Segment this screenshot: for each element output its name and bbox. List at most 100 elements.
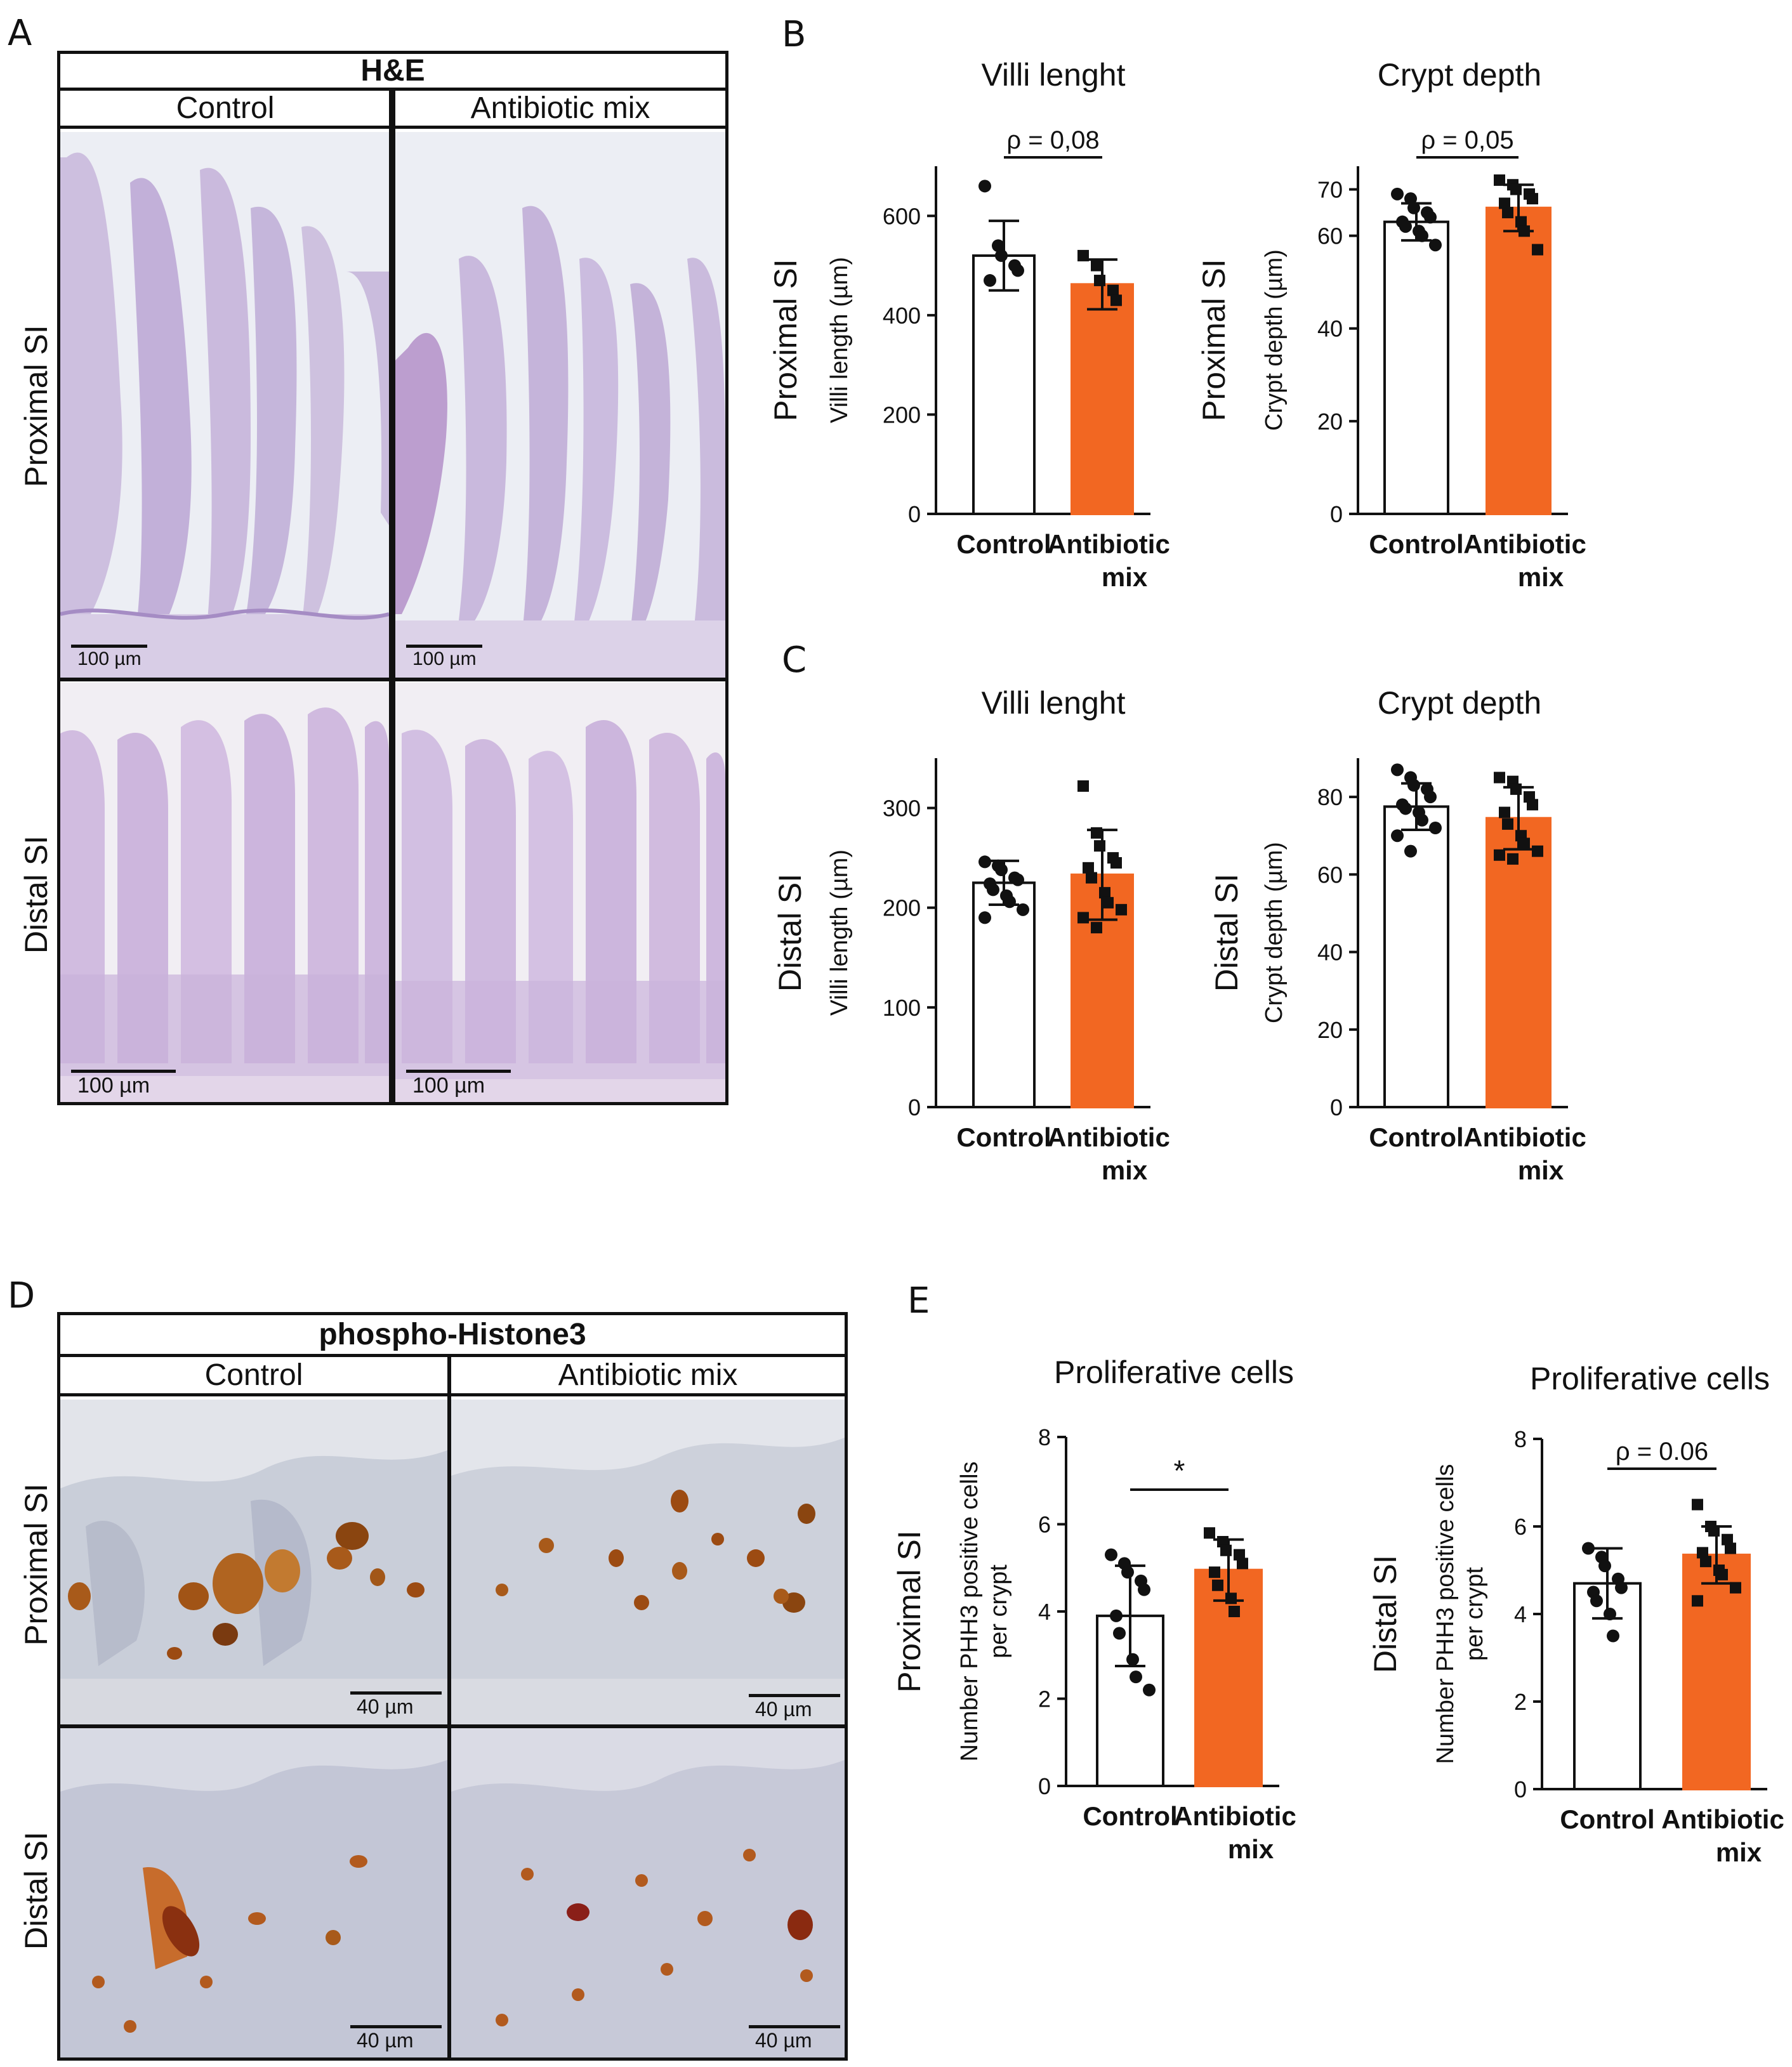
chart-e1-row-label: Proximal SI: [892, 1530, 927, 1693]
chart-c1-point-antibiotic: [1077, 780, 1089, 792]
chart-e2-y-axis-label: Number PHH3 positive cells: [1432, 1464, 1459, 1764]
chart-b2-row-label: Proximal SI: [1196, 259, 1232, 421]
chart-e2-category-label: Control: [1560, 1804, 1654, 1834]
chart-e2-point-control: [1615, 1581, 1628, 1594]
chart-e1-category-label: mix: [1228, 1834, 1274, 1864]
panel-letter-c: C: [782, 640, 807, 681]
chart-e2-significance-label: ρ = 0.06: [1616, 1438, 1708, 1466]
chart-c2-point-control: [1407, 778, 1420, 792]
chart-c2-y-tick-label: 60: [1317, 862, 1343, 888]
chart-c2-point-control: [1391, 763, 1404, 777]
panel-letter-b: B: [782, 14, 807, 55]
chart-c1-point-control: [1011, 873, 1024, 886]
chart-c2-point-antibiotic: [1515, 830, 1527, 842]
chart-b2-y-tick-label: 40: [1317, 316, 1343, 342]
chart-b2-point-control: [1424, 211, 1437, 224]
chart-b2-significance-label: ρ = 0,05: [1421, 126, 1513, 154]
chart-c2-point-antibiotic: [1494, 771, 1505, 784]
he-image-distal-antibiotic: [395, 683, 725, 1102]
chart-e2-point-antibiotic: [1716, 1568, 1728, 1580]
chart-e2-point-antibiotic: [1722, 1533, 1733, 1545]
chart-c2-title: Crypt depth: [1378, 685, 1541, 721]
chart-c2-point-control: [1399, 802, 1412, 815]
chart-e1-point-antibiotic: [1209, 1566, 1220, 1578]
chart-e1-point-control: [1113, 1627, 1126, 1640]
chart-b1-y-tick-label: 200: [883, 402, 921, 428]
chart-e1-category-label: Antibiotic: [1173, 1801, 1296, 1831]
ihc-row-label-distal: Distal SI: [18, 1831, 54, 1950]
chart-e1-point-antibiotic: [1225, 1592, 1237, 1604]
chart-c2-point-control: [1413, 806, 1425, 819]
chart-e2-bar-control: [1573, 1582, 1642, 1790]
chart-e2-y-axis-label: per crypt: [1461, 1567, 1488, 1661]
chart-c2-category-label: Antibiotic: [1463, 1122, 1586, 1152]
chart-e2-point-control: [1587, 1585, 1600, 1599]
chart-c1-point-antibiotic: [1091, 827, 1102, 839]
chart-c2-y-tick-label: 20: [1317, 1017, 1343, 1043]
chart-b2-point-antibiotic: [1527, 193, 1538, 205]
chart-e2-bar-antibiotic: [1682, 1553, 1751, 1791]
chart-e2-point-control: [1598, 1559, 1611, 1573]
chart-b2-point-antibiotic: [1515, 216, 1527, 228]
chart-c1-y-tick-label: 300: [883, 796, 921, 822]
chart-b2-point-antibiotic: [1510, 183, 1522, 195]
chart-c2-point-control: [1429, 822, 1442, 834]
chart-e2-point-control: [1595, 1551, 1608, 1564]
chart-b1-category-label: Control: [956, 529, 1051, 559]
chart-c1-point-antibiotic: [1099, 887, 1110, 899]
chart-b1-point-antibiotic: [1107, 284, 1119, 296]
chart-c1-y-axis-label: Villi length (µm): [826, 850, 853, 1016]
ihc-column-antibiotic: Antibiotic mix: [451, 1357, 845, 1396]
chart-c1-point-antibiotic: [1077, 912, 1089, 924]
chart-b1-point-antibiotic: [1094, 275, 1105, 287]
chart-e1-y-tick-label: 2: [1038, 1686, 1051, 1712]
chart-b2-bar-control: [1383, 220, 1449, 515]
chart-c2-y-tick-label: 80: [1317, 784, 1343, 810]
chart-c2-category-label: Control: [1369, 1122, 1463, 1152]
chart-b1-y-axis-label: Villi length (µm): [826, 257, 853, 423]
chart-b2-point-control: [1407, 201, 1420, 214]
chart-c1-point-control: [1000, 889, 1013, 902]
chart-e1-point-control: [1118, 1557, 1131, 1570]
chart-e1-y-tick-label: 6: [1038, 1512, 1051, 1538]
chart-e2-row-label: Distal SI: [1367, 1555, 1403, 1673]
chart-e1-y-axis-label: per crypt: [985, 1565, 1012, 1658]
ihc-column-control: Control: [60, 1357, 447, 1396]
chart-c1-point-antibiotic: [1110, 857, 1122, 869]
ihc-image-distal-antibiotic: [451, 1728, 845, 2057]
chart-b2-y-tick-label: 20: [1317, 409, 1343, 435]
chart-e2-point-control: [1590, 1594, 1603, 1608]
panel-letter-e: E: [907, 1280, 930, 1322]
chart-e2-y-tick-label: 2: [1514, 1689, 1527, 1715]
chart-b2-point-antibiotic: [1499, 197, 1510, 209]
chart-c1-point-control: [995, 863, 1008, 876]
chart-e2-y-tick-label: 8: [1514, 1426, 1527, 1452]
chart-c2-point-antibiotic: [1507, 853, 1519, 865]
chart-e2-point-antibiotic: [1708, 1525, 1720, 1537]
chart-b1-y-tick-label: 600: [883, 203, 921, 229]
chart-c1-point-control: [984, 877, 996, 890]
chart-b1-point-control: [984, 274, 996, 287]
chart-b2-point-control: [1399, 220, 1412, 233]
chart-e1-point-control: [1126, 1653, 1139, 1666]
chart-e2-point-control: [1612, 1572, 1624, 1585]
chart-c2-point-antibiotic: [1499, 806, 1510, 818]
chart-e2-point-control: [1607, 1629, 1619, 1643]
chart-c1-y-tick-label: 100: [883, 995, 921, 1021]
chart-b1-point-control: [1011, 264, 1024, 277]
chart-c2-point-antibiotic: [1510, 783, 1522, 795]
ihc-row-label-proximal: Proximal SI: [18, 1483, 54, 1646]
chart-b2-y-tick-label: 0: [1330, 501, 1343, 527]
chart-b1-point-control: [995, 249, 1008, 262]
chart-b2-y-tick-label: 60: [1317, 223, 1343, 249]
chart-e2-category-label: Antibiotic: [1661, 1804, 1784, 1834]
chart-c1-point-antibiotic: [1094, 840, 1105, 852]
he-image-proximal-antibiotic: [395, 132, 725, 678]
chart-e1-point-control: [1143, 1683, 1156, 1696]
chart-b2-y-tick-label: 70: [1317, 177, 1343, 203]
chart-c2-point-control: [1391, 829, 1404, 843]
chart-c2-point-antibiotic: [1532, 845, 1543, 857]
ihc-row-divider: [60, 1724, 845, 1728]
chart-c2-row-label: Distal SI: [1209, 874, 1244, 992]
chart-e2-y-tick-label: 6: [1514, 1514, 1527, 1540]
